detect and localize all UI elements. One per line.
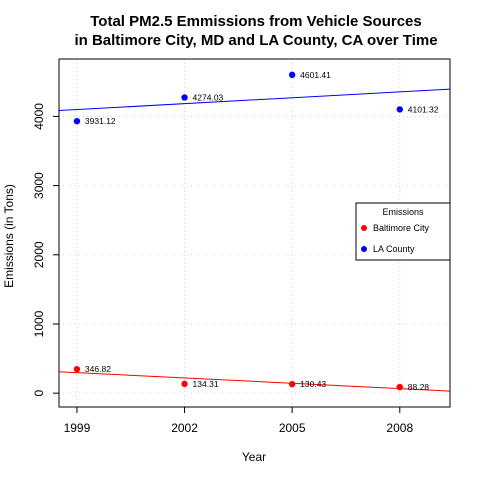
data-label: 4601.41 (300, 70, 331, 80)
data-label: 346.82 (85, 364, 111, 374)
data-point (288, 380, 296, 388)
data-label: 88.28 (408, 382, 430, 392)
y-tick-label: 3000 (32, 172, 46, 199)
data-label: 134.31 (193, 379, 219, 389)
y-axis-label: Emissions (in Tons) (2, 184, 16, 288)
legend-swatch-baltimore (361, 225, 367, 231)
legend-label-la: LA County (373, 244, 415, 254)
y-tick-label: 1000 (32, 310, 46, 337)
data-points (73, 71, 403, 391)
y-tick-label: 2000 (32, 241, 46, 268)
chart-title-line-1: Total PM2.5 Emmissions from Vehicle Sour… (90, 13, 422, 30)
data-point (396, 106, 403, 113)
y-axis: 0 1000 2000 3000 4000 (32, 103, 60, 397)
data-label: 130.43 (300, 379, 326, 389)
data-point (73, 117, 81, 125)
data-label: 4274.03 (193, 92, 224, 102)
data-point (396, 383, 403, 391)
trend-lines (58, 88, 451, 392)
y-tick-label: 4000 (32, 103, 46, 130)
data-point (181, 380, 188, 388)
data-labels: 346.82 134.31 130.43 88.28 3931.12 4274.03 460… (85, 70, 439, 392)
data-label: 4101.32 (408, 104, 439, 114)
data-point (73, 365, 81, 373)
legend-title: Emissions (382, 207, 424, 217)
legend: Emissions Baltimore City LA County (355, 202, 451, 261)
data-label: 3931.12 (85, 116, 116, 126)
x-tick-label: 2002 (171, 421, 198, 435)
x-tick-label: 2008 (386, 421, 413, 435)
x-tick-label: 1999 (64, 421, 91, 435)
x-axis-label: Year (242, 450, 266, 464)
trend-line-series-1 (58, 88, 451, 112)
data-point (181, 94, 188, 101)
data-point (288, 71, 296, 79)
trend-line-series-0 (58, 371, 451, 392)
legend-label-baltimore: Baltimore City (373, 223, 430, 233)
legend-swatch-la (361, 246, 367, 252)
legend-box (355, 202, 451, 261)
x-axis: 1999 2002 2005 2008 (64, 406, 413, 435)
x-tick-label: 2005 (279, 421, 306, 435)
y-tick-label: 0 (32, 390, 46, 397)
chart-title-line-2: in Baltimore City, MD and LA County, CA … (74, 32, 437, 49)
